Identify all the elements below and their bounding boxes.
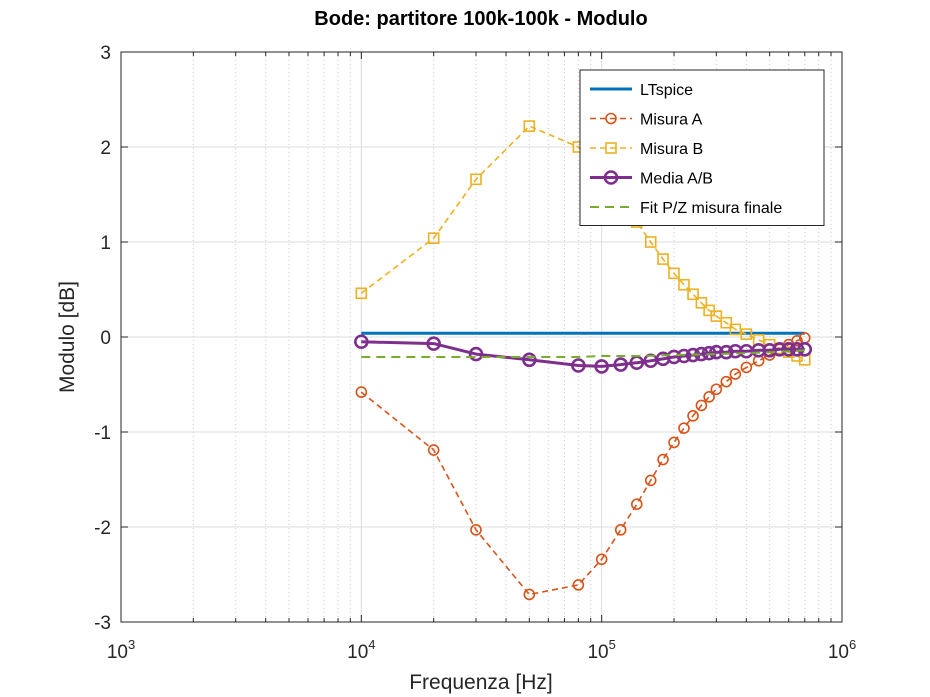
legend-marker xyxy=(605,112,617,125)
x-tick-label: 106 xyxy=(828,637,856,663)
data-point xyxy=(789,342,805,357)
x-tick-label: 104 xyxy=(347,637,375,663)
data-point xyxy=(797,342,813,357)
chart-title: Bode: partitore 100k-100k - Modulo xyxy=(314,8,647,30)
data-point xyxy=(740,328,753,340)
data-point xyxy=(630,498,643,511)
y-tick-label: 3 xyxy=(100,43,111,64)
data-point xyxy=(687,410,699,422)
data-point xyxy=(668,267,680,280)
data-point xyxy=(695,296,708,309)
data-point xyxy=(468,346,484,362)
legend-label: LTspice xyxy=(640,82,693,99)
data-point xyxy=(571,358,586,373)
data-point xyxy=(668,436,680,449)
data-point xyxy=(695,399,708,412)
data-point xyxy=(657,453,669,466)
data-point xyxy=(781,342,796,357)
data-point xyxy=(644,236,657,248)
x-axis-label: Frequenza [Hz] xyxy=(409,671,553,694)
data-point xyxy=(729,323,742,336)
data-point xyxy=(470,524,482,536)
data-point xyxy=(762,342,777,358)
series-line xyxy=(361,349,805,358)
data-point xyxy=(470,173,482,186)
y-tick-label: -2 xyxy=(94,518,111,539)
data-point xyxy=(720,375,733,388)
y-tick-label: 2 xyxy=(100,138,111,159)
series-fit-p-z-misura-finale xyxy=(361,349,805,358)
y-axis-label: Modulo [dB] xyxy=(56,281,79,393)
data-point xyxy=(676,348,692,364)
data-point xyxy=(710,310,723,322)
legend-item: Media A/B xyxy=(590,170,713,188)
y-tick-label: -1 xyxy=(94,423,111,444)
legend-label: Misura A xyxy=(640,112,703,129)
data-point xyxy=(703,391,715,403)
data-point xyxy=(710,383,723,396)
data-point xyxy=(729,368,742,380)
legend-label: Fit P/Z misura finale xyxy=(640,200,782,217)
data-point xyxy=(678,278,690,291)
data-point xyxy=(709,344,724,360)
data-point xyxy=(613,357,628,372)
y-tick-label: 1 xyxy=(100,233,111,254)
legend-label: Misura B xyxy=(640,141,703,158)
legend-label: Media A/B xyxy=(640,171,713,188)
legend: LTspice Misura A Misura B Media A/B Fit P/Z … xyxy=(579,69,825,226)
data-point xyxy=(355,386,368,398)
data-point xyxy=(791,334,803,347)
legend-item: Misura A xyxy=(590,112,703,129)
x-tick-label: 103 xyxy=(107,637,135,663)
data-point xyxy=(657,253,669,265)
y-tick-label: 0 xyxy=(100,328,111,349)
data-point xyxy=(426,336,441,351)
legend-marker xyxy=(603,170,619,185)
legend-marker xyxy=(605,142,617,154)
data-point xyxy=(355,287,368,300)
data-point xyxy=(772,342,787,357)
data-point xyxy=(666,349,682,365)
legend-item: Misura B xyxy=(590,141,703,158)
data-point xyxy=(595,553,608,566)
data-point xyxy=(522,352,537,368)
data-point xyxy=(740,361,753,374)
data-point xyxy=(427,444,440,456)
ticks: -3 -2 -1 0 1 2 3 103 104 105 106 xyxy=(94,43,856,663)
data-point xyxy=(594,359,609,374)
legend-item: LTspice xyxy=(590,82,693,99)
data-point xyxy=(523,588,536,601)
data-point xyxy=(572,579,585,591)
data-point xyxy=(687,288,699,301)
y-tick-label: -3 xyxy=(94,613,111,634)
series xyxy=(354,120,813,601)
data-point xyxy=(523,120,536,132)
data-point xyxy=(427,232,440,244)
data-point xyxy=(354,334,369,350)
data-point xyxy=(614,524,627,536)
data-point xyxy=(678,422,690,435)
x-tick-label: 105 xyxy=(587,637,615,663)
data-point xyxy=(644,474,657,487)
legend-item: Fit P/Z misura finale xyxy=(590,200,782,217)
data-point xyxy=(720,316,733,329)
data-point xyxy=(718,344,734,360)
